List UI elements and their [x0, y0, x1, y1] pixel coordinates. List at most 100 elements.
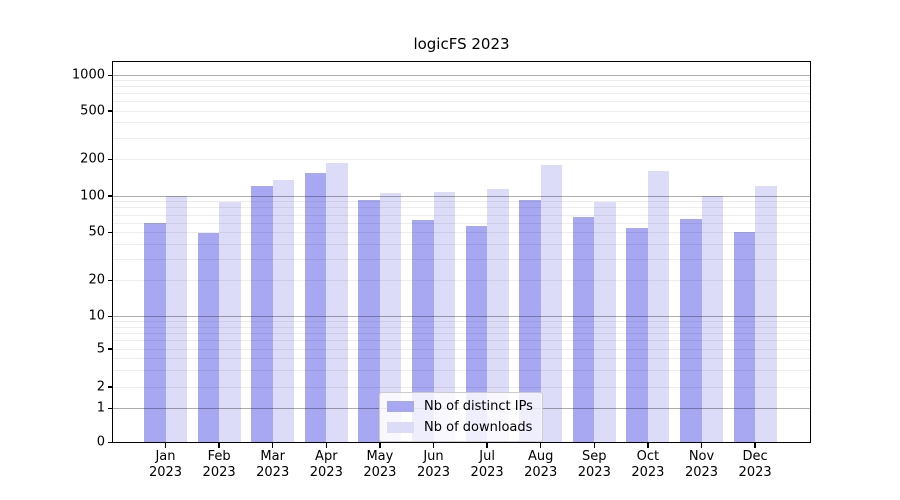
bar-downloads	[594, 201, 616, 442]
minor-gridline	[113, 93, 810, 95]
minor-gridline	[113, 110, 810, 112]
x-tick-mark	[379, 443, 381, 448]
minor-gridline	[113, 86, 810, 88]
minor-gridline	[113, 348, 810, 350]
y-tick-label: 1000	[71, 67, 105, 83]
bar-downloads	[755, 185, 777, 442]
y-tick-mark	[108, 348, 112, 350]
bar-distinct-ips	[412, 220, 434, 442]
bar-distinct-ips	[626, 228, 648, 442]
minor-gridline	[113, 357, 810, 359]
x-tick-label: Nov 2023	[684, 449, 719, 480]
y-tick-mark	[108, 407, 112, 410]
y-tick-mark	[108, 158, 112, 160]
minor-gridline	[113, 214, 810, 216]
bar-downloads	[326, 162, 348, 442]
y-tick-mark	[108, 441, 112, 443]
x-tick-mark	[539, 443, 542, 448]
y-tick-mark	[108, 231, 112, 234]
minor-gridline	[113, 201, 810, 203]
x-tick-mark	[486, 443, 488, 448]
bar-distinct-ips	[519, 200, 541, 442]
y-tick-label: 1	[96, 400, 105, 416]
plot-area: Nb of distinct IPs Nb of downloads 0 1 2 5 10…	[72, 61, 811, 480]
x-tick-label: Dec 2023	[738, 449, 772, 480]
y-tick-label: 50	[88, 224, 105, 240]
y-tick-label: 500	[80, 103, 105, 118]
bar-downloads	[165, 195, 187, 442]
minor-gridline	[113, 159, 810, 160]
major-gridline	[113, 195, 810, 197]
y-tick-mark	[108, 279, 112, 282]
legend-swatch-icon	[387, 422, 414, 433]
x-tick-label: Feb 2023	[202, 449, 236, 480]
legend: Nb of distinct IPs Nb of downloads	[379, 392, 543, 442]
minor-gridline	[113, 326, 810, 328]
bar-distinct-ips	[144, 222, 166, 442]
y-tick-mark	[108, 74, 112, 76]
bar-distinct-ips	[251, 186, 273, 442]
minor-gridline	[113, 332, 810, 334]
chart-title: logicFS 2023	[413, 35, 510, 53]
y-tick-label: 20	[88, 272, 105, 288]
minor-gridline	[113, 122, 810, 124]
legend-row: Nb of downloads	[387, 420, 533, 435]
y-tick-label: 0	[96, 434, 105, 450]
x-tick-mark	[271, 443, 274, 448]
x-tick-label: Sep 2023	[577, 449, 611, 480]
x-tick-label: Mar 2023	[256, 449, 290, 480]
bar-distinct-ips	[572, 216, 595, 442]
minor-gridline	[113, 137, 810, 139]
minor-gridline	[113, 259, 810, 261]
x-tick-label: Jun 2023	[416, 449, 451, 480]
x-tick-label: Jul 2023	[470, 449, 504, 480]
legend-label: Nb of distinct IPs	[424, 399, 533, 414]
major-gridline	[113, 316, 810, 317]
y-tick-label: 200	[80, 151, 105, 167]
y-tick-mark	[108, 110, 112, 112]
minor-gridline	[113, 386, 810, 388]
bar-distinct-ips	[358, 200, 380, 442]
x-tick-mark	[754, 443, 756, 448]
bar-distinct-ips	[304, 173, 327, 442]
x-tick-label: May 2023	[363, 449, 397, 480]
y-tick-mark	[108, 315, 112, 317]
x-tick-label: Jan 2023	[148, 449, 183, 480]
legend-label: Nb of downloads	[424, 420, 533, 435]
x-tick-label: Apr 2023	[309, 449, 343, 480]
y-tick-label: 10	[88, 308, 105, 324]
minor-gridline	[113, 243, 810, 245]
x-tick-mark	[218, 443, 220, 448]
y-tick-mark	[108, 386, 112, 388]
minor-gridline	[113, 280, 810, 282]
bar-downloads	[433, 191, 455, 442]
bar-distinct-ips	[680, 219, 702, 442]
x-tick-mark	[700, 443, 703, 448]
y-tick-label: 5	[96, 341, 105, 357]
y-tick-label: 2	[96, 379, 105, 395]
minor-gridline	[113, 232, 810, 234]
minor-gridline	[113, 101, 810, 103]
y-tick-mark	[108, 195, 112, 197]
x-tick-mark	[164, 443, 167, 448]
bar-downloads	[647, 170, 670, 442]
minor-gridline	[113, 320, 810, 322]
x-tick-mark	[647, 443, 649, 448]
bar-downloads	[272, 180, 295, 442]
x-tick-mark	[432, 443, 435, 448]
minor-gridline	[113, 340, 810, 342]
x-tick-mark	[325, 443, 328, 448]
bar-downloads	[540, 164, 563, 442]
bar-downloads	[219, 202, 241, 442]
minor-gridline	[113, 369, 810, 371]
x-tick-label: Oct 2023	[631, 449, 665, 480]
bar-distinct-ips	[733, 232, 756, 442]
bar-distinct-ips	[465, 226, 488, 442]
legend-row: Nb of distinct IPs	[387, 399, 533, 414]
x-tick-label: Aug 2023	[524, 449, 558, 480]
bar-downloads	[487, 189, 509, 442]
bar-downloads	[701, 195, 723, 442]
minor-gridline	[113, 207, 810, 209]
bar-distinct-ips	[197, 233, 220, 442]
